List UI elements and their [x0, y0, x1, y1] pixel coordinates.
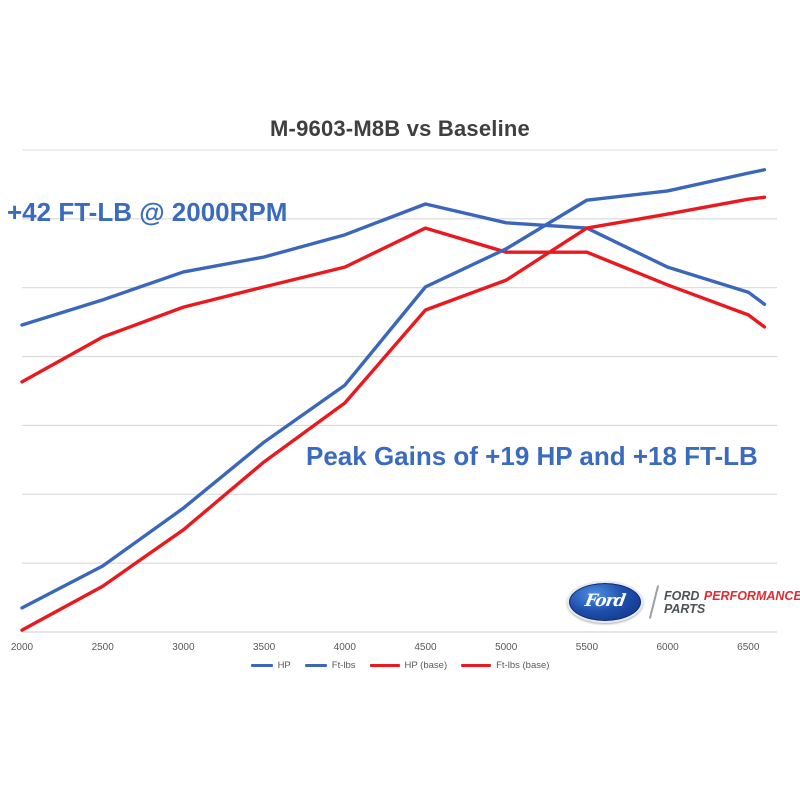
x-tick-label: 4500 [414, 642, 437, 653]
annotation-low-end-gain: +42 FT-LB @ 2000RPM [7, 197, 288, 227]
x-tick-label: 4000 [334, 642, 357, 653]
x-tick-label: 3500 [253, 642, 276, 653]
ford-oval-logo: Ford [567, 581, 643, 623]
x-tick-label: 2000 [11, 642, 34, 653]
legend-label: HP [277, 660, 291, 671]
legend-label: Ft-lbs (base) [496, 660, 550, 671]
chart-legend: HP Ft-lbs HP (base) Ft-lbs (base) [0, 660, 800, 671]
legend-label: Ft-lbs [331, 660, 356, 671]
legend-swatch [250, 664, 273, 667]
series-line-hp [20, 168, 767, 610]
legend-swatch [461, 664, 492, 667]
series-line-hp-base [20, 195, 767, 632]
brand-wordmark: FORD PERFORMANCE PARTS [664, 588, 800, 616]
x-tick-label: 5000 [495, 642, 518, 653]
brand-name-parts: PARTS [664, 601, 706, 616]
ford-script-text: Ford [583, 591, 627, 611]
brand-name-performance: PERFORMANCE [703, 588, 800, 603]
legend-item: HP [250, 660, 291, 671]
annotation-peak-gains: Peak Gains of +19 HP and +18 FT-LB [306, 441, 758, 471]
logo-divider [648, 585, 660, 619]
legend-item: Ft-lbs [304, 660, 356, 671]
series-line-ft-lbs [20, 202, 767, 327]
brand-name-ford: FORD [664, 588, 700, 603]
legend-swatch [369, 664, 400, 667]
x-tick-label: 3000 [172, 642, 195, 653]
x-tick-label: 2500 [92, 642, 115, 653]
x-tick-label: 6000 [656, 642, 679, 653]
legend-item: HP (base) [369, 660, 448, 671]
series-line-ft-lbs-base [20, 226, 767, 384]
chart-title: M-9603-M8B vs Baseline [270, 116, 530, 141]
x-tick-label: 5500 [576, 642, 599, 653]
legend-label: HP (base) [404, 660, 448, 671]
legend-item: Ft-lbs (base) [461, 660, 549, 671]
x-tick-label: 6500 [737, 642, 760, 653]
ford-performance-parts-logo: Ford FORD PERFORMANCE PARTS [567, 581, 800, 623]
legend-swatch [304, 664, 327, 667]
